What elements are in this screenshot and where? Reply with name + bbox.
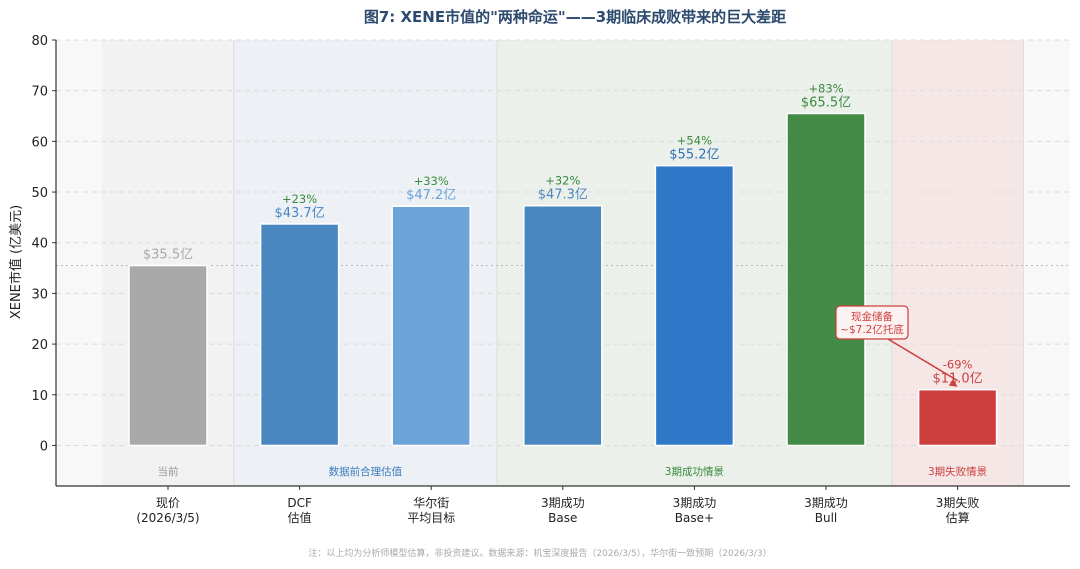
bar-value-label: $55.2亿 — [669, 148, 719, 163]
bar-value-label: $47.2亿 — [406, 188, 456, 203]
bar — [128, 264, 208, 447]
annotation-box — [835, 305, 909, 340]
x-tick-label: 3期成功 — [673, 496, 717, 510]
x-tick-label: 平均目标 — [407, 511, 455, 525]
y-tick-label: 80 — [31, 34, 48, 49]
x-tick-label: 华尔街 — [413, 495, 449, 510]
y-tick-label: 40 — [31, 237, 48, 252]
y-tick-label: 50 — [31, 186, 48, 201]
region-label: 3期成功情景 — [665, 465, 724, 478]
x-tick-label: (2026/3/5) — [136, 511, 199, 525]
bar — [654, 164, 735, 447]
bar — [259, 223, 340, 447]
y-tick-label: 30 — [31, 287, 48, 302]
bar-change-label: -69% — [943, 358, 973, 372]
annotation-arrow-line — [887, 338, 958, 382]
y-axis-label: XENE市值 (亿美元) — [8, 205, 24, 319]
x-tick-label: 3期失败 — [936, 495, 980, 510]
bar — [391, 205, 471, 447]
bar-value-label: $11.0亿 — [932, 372, 982, 387]
x-tick-label: 现价 — [156, 496, 180, 510]
x-tick-label: 3期成功 — [541, 496, 585, 510]
bar-layer — [128, 112, 998, 447]
bar-change-label: +54% — [677, 134, 712, 148]
annotation-text: 现金储备 — [851, 310, 893, 323]
bar-value-label: $47.3亿 — [538, 188, 588, 203]
region-label: 3期失败情景 — [928, 465, 987, 478]
x-tick-label: DCF — [287, 496, 312, 510]
y-tick-label: 10 — [31, 389, 48, 404]
annotation-arrow-head — [948, 378, 958, 387]
x-tick-label: Base — [548, 511, 577, 525]
bar-change-label: +83% — [808, 81, 843, 95]
y-tick-label: 60 — [31, 135, 48, 150]
bar-value-label: $65.5亿 — [801, 95, 851, 110]
bar-change-label: +23% — [282, 192, 317, 206]
bar-change-label: +32% — [545, 174, 580, 188]
axis-layer: 0 10 20 30 40 50 60 70 80 — [31, 34, 1070, 490]
bar — [523, 204, 603, 447]
y-tick-label: 70 — [31, 85, 48, 100]
x-tick-label: 3期成功 — [804, 496, 848, 510]
bar — [917, 388, 998, 447]
chart-title: 图7: XENE市值的"两种命运"——3期临床成败带来的巨大差距 — [364, 8, 786, 26]
bar-value-label: $35.5亿 — [143, 248, 193, 263]
bar — [786, 112, 866, 447]
region-label: 当前 — [158, 465, 179, 478]
annotation-text: ~$7.2亿托底 — [840, 323, 904, 336]
x-tick-label: 估算 — [946, 510, 970, 525]
bar-value-label: $43.7亿 — [274, 206, 324, 221]
y-tick-label: 20 — [31, 338, 48, 353]
x-tick-label: Base+ — [675, 511, 714, 525]
bar-change-label: +33% — [414, 174, 449, 188]
x-tick-label: 估值 — [288, 510, 312, 525]
x-tick-label: Bull — [815, 511, 838, 525]
footnote: 注：以上均为分析师模型估算，非投资建议。数据来源：机宝深度报告（2026/3/5… — [308, 547, 771, 559]
region-label: 数据前合理估值 — [329, 465, 403, 478]
y-tick-label: 0 — [40, 439, 48, 454]
